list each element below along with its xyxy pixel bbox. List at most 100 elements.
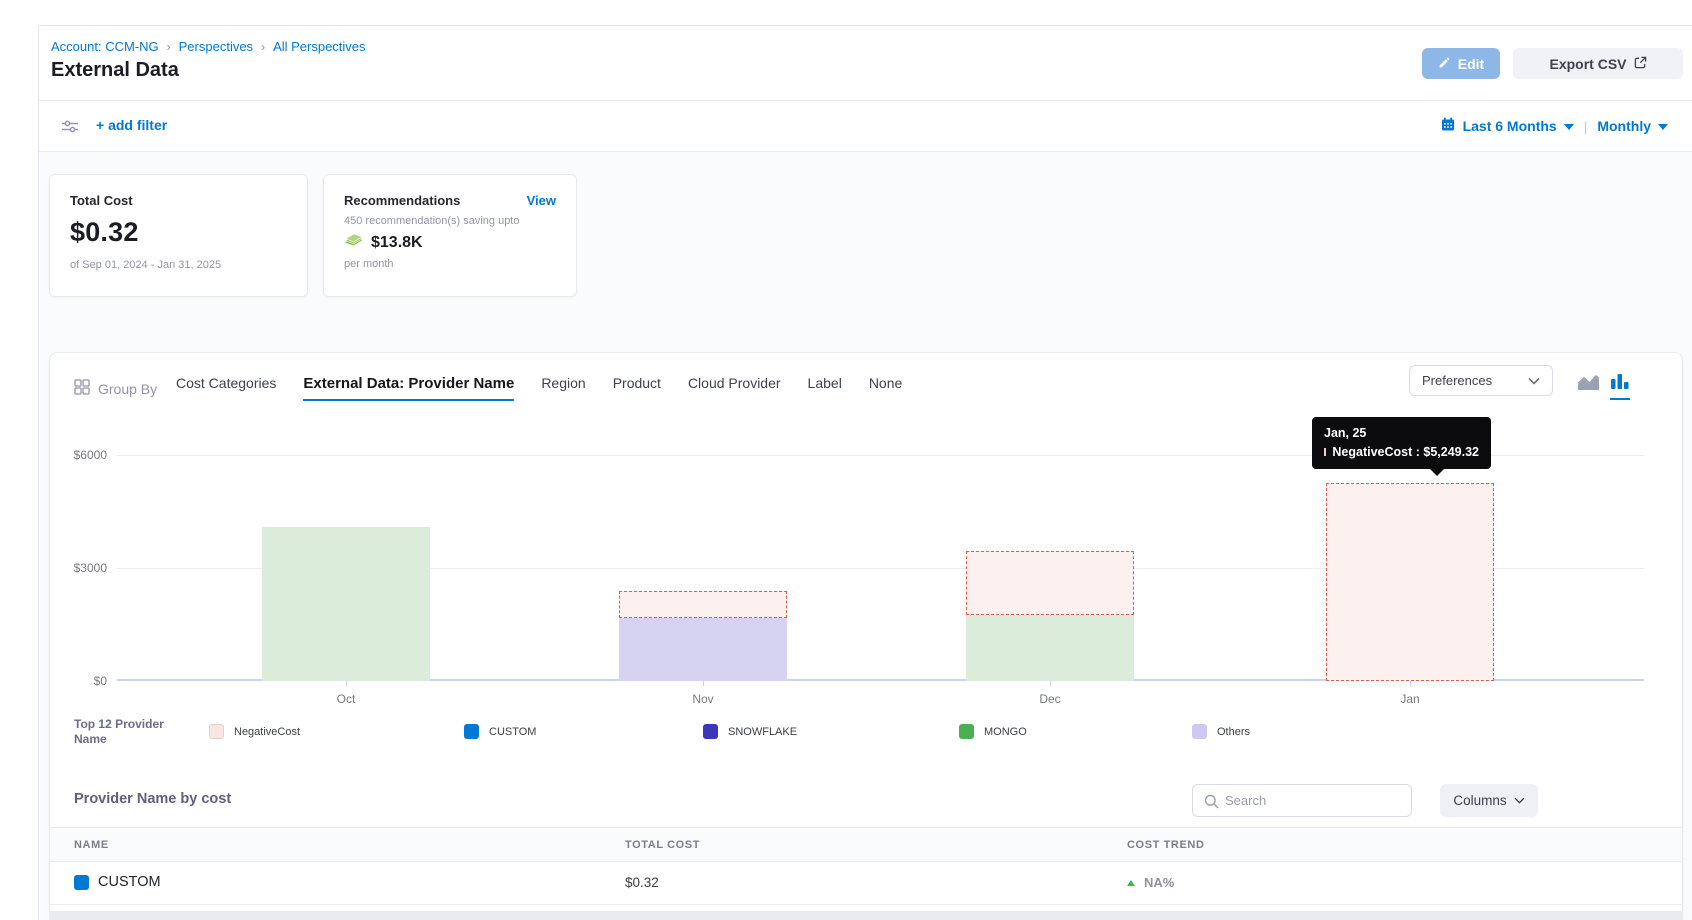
edit-button-label: Edit: [1458, 56, 1484, 72]
granularity-select[interactable]: Monthly: [1597, 118, 1651, 134]
x-axis-label-oct: Oct: [306, 692, 386, 706]
column-header-total-cost[interactable]: TOTAL COST: [625, 839, 700, 851]
chevron-down-icon: [1528, 377, 1540, 385]
pencil-icon: [1438, 56, 1451, 72]
recommendations-card: Recommendations View 450 recommendation(…: [323, 174, 577, 297]
x-axis-tick: [1050, 681, 1051, 686]
preferences-select[interactable]: Preferences: [1409, 365, 1553, 396]
money-icon: [344, 233, 364, 253]
tooltip-title: Jan, 25: [1324, 426, 1479, 440]
breadcrumb-all-perspectives[interactable]: All Perspectives: [273, 39, 365, 54]
bar-chart-icon[interactable]: [1610, 373, 1630, 400]
recommendations-subtitle: 450 recommendation(s) saving upto: [344, 215, 556, 227]
x-axis-label-nov: Nov: [663, 692, 743, 706]
filter-bar: + add filter Last 6 Months | Monthly: [39, 101, 1692, 152]
x-axis-label-dec: Dec: [1010, 692, 1090, 706]
chart-bar-mongo-dec[interactable]: [966, 615, 1134, 681]
breadcrumb-separator-icon: ›: [261, 40, 265, 54]
x-axis-label-jan: Jan: [1370, 692, 1450, 706]
legend-item-negativecost[interactable]: NegativeCost: [209, 724, 300, 739]
chevron-down-icon[interactable]: [1564, 124, 1574, 130]
page-title: External Data: [51, 59, 179, 82]
tab-cost-categories[interactable]: Cost Categories: [176, 375, 276, 398]
tab-region[interactable]: Region: [541, 375, 585, 398]
tab-product[interactable]: Product: [613, 375, 661, 398]
recommendations-per-month: per month: [344, 258, 556, 270]
chevron-down-icon: [1514, 797, 1525, 804]
chart-bar-negativecost-dec[interactable]: [966, 551, 1134, 615]
tab-cloud-provider[interactable]: Cloud Provider: [688, 375, 781, 398]
legend-item-custom[interactable]: CUSTOM: [464, 724, 536, 739]
columns-button[interactable]: Columns: [1440, 784, 1538, 817]
tooltip-arrow: [1430, 469, 1444, 476]
legend-item-mongo[interactable]: MONGO: [959, 724, 1027, 739]
total-cost-period: of Sep 01, 2024 - Jan 31, 2025: [70, 259, 287, 271]
chart-bar-snowflake-nov[interactable]: [619, 618, 787, 681]
y-axis-tick-label: $0: [55, 674, 107, 688]
chart-bar-negativecost-nov[interactable]: [619, 591, 787, 618]
recommendations-title: Recommendations: [344, 193, 460, 208]
preferences-label: Preferences: [1422, 373, 1492, 388]
provider-swatch: [74, 875, 89, 890]
search-input[interactable]: [1225, 786, 1405, 815]
cell-name: CUSTOM: [74, 874, 161, 890]
search-box: [1192, 784, 1412, 817]
perspective-chart-card: Group By Cost Categories External Data: P…: [49, 352, 1683, 920]
legend-swatch: [959, 724, 974, 739]
chart-plot: $0$3000$6000OctNovDecJan: [117, 455, 1644, 681]
column-header-name[interactable]: NAME: [74, 839, 109, 851]
horizontal-scrollbar[interactable]: [50, 911, 1682, 920]
y-axis-tick-label: $3000: [55, 561, 107, 575]
legend-item-others[interactable]: Others: [1192, 724, 1250, 739]
chart-bar-mongo-oct[interactable]: [262, 527, 430, 681]
legend-swatch: [703, 724, 718, 739]
total-cost-card: Total Cost $0.32 of Sep 01, 2024 - Jan 3…: [49, 174, 308, 297]
chart-bar-negativecost-jan[interactable]: [1326, 483, 1494, 681]
tooltip-value: NegativeCost : $5,249.32: [1332, 445, 1479, 459]
chart-legend-items: NegativeCost CUSTOM SNOWFLAKE MONGO Others: [50, 722, 1682, 746]
chevron-down-icon[interactable]: [1658, 124, 1668, 130]
column-header-cost-trend[interactable]: COST TREND: [1127, 839, 1205, 851]
date-controls: Last 6 Months | Monthly: [1440, 116, 1668, 135]
date-range-select[interactable]: Last 6 Months: [1463, 118, 1557, 134]
group-by-tabs: Cost Categories External Data: Provider N…: [176, 375, 902, 401]
table-header-row: NAME TOTAL COST COST TREND: [50, 827, 1682, 862]
page-header: Account: CCM-NG › Perspectives › All Per…: [39, 26, 1692, 101]
tooltip-series-swatch: [1324, 448, 1326, 456]
x-axis-tick: [703, 681, 704, 686]
table-body: CUSTOM $0.32 NA%: [50, 862, 1682, 905]
group-by-text: Group By: [98, 381, 157, 397]
provider-name: CUSTOM: [98, 874, 161, 890]
export-csv-button[interactable]: Export CSV: [1513, 48, 1683, 79]
breadcrumb: Account: CCM-NG › Perspectives › All Per…: [51, 39, 366, 54]
tab-none[interactable]: None: [869, 375, 902, 398]
recommendations-savings: $13.8K: [371, 234, 423, 252]
legend-label: MONGO: [984, 726, 1027, 738]
chart-tooltip: Jan, 25 NegativeCost : $5,249.32: [1312, 417, 1491, 469]
add-filter-button[interactable]: + add filter: [96, 117, 167, 133]
legend-label: Others: [1217, 726, 1250, 738]
external-link-icon: [1634, 56, 1647, 72]
edit-button[interactable]: Edit: [1422, 48, 1500, 79]
view-recommendations-link[interactable]: View: [527, 193, 556, 208]
x-axis-tick: [346, 681, 347, 686]
legend-swatch: [464, 724, 479, 739]
breadcrumb-separator-icon: ›: [167, 40, 171, 54]
filter-sliders-icon[interactable]: [61, 118, 79, 140]
breadcrumb-account[interactable]: Account: CCM-NG: [51, 39, 159, 54]
search-icon: [1204, 794, 1219, 809]
breadcrumb-perspectives[interactable]: Perspectives: [179, 39, 253, 54]
legend-swatch: [209, 724, 224, 739]
divider: |: [1581, 118, 1591, 134]
y-axis-tick-label: $6000: [55, 448, 107, 462]
legend-label: NegativeCost: [234, 726, 300, 738]
cell-total-cost: $0.32: [625, 875, 659, 890]
tab-external-data-provider-name[interactable]: External Data: Provider Name: [303, 375, 514, 401]
tab-label[interactable]: Label: [808, 375, 842, 398]
trend-value: NA%: [1144, 875, 1174, 890]
area-chart-icon[interactable]: [1577, 375, 1600, 400]
legend-item-snowflake[interactable]: SNOWFLAKE: [703, 724, 797, 739]
table-row-custom[interactable]: CUSTOM $0.32 NA%: [50, 862, 1682, 905]
cell-cost-trend: NA%: [1127, 875, 1174, 890]
main-panel: Account: CCM-NG › Perspectives › All Per…: [38, 25, 1692, 920]
